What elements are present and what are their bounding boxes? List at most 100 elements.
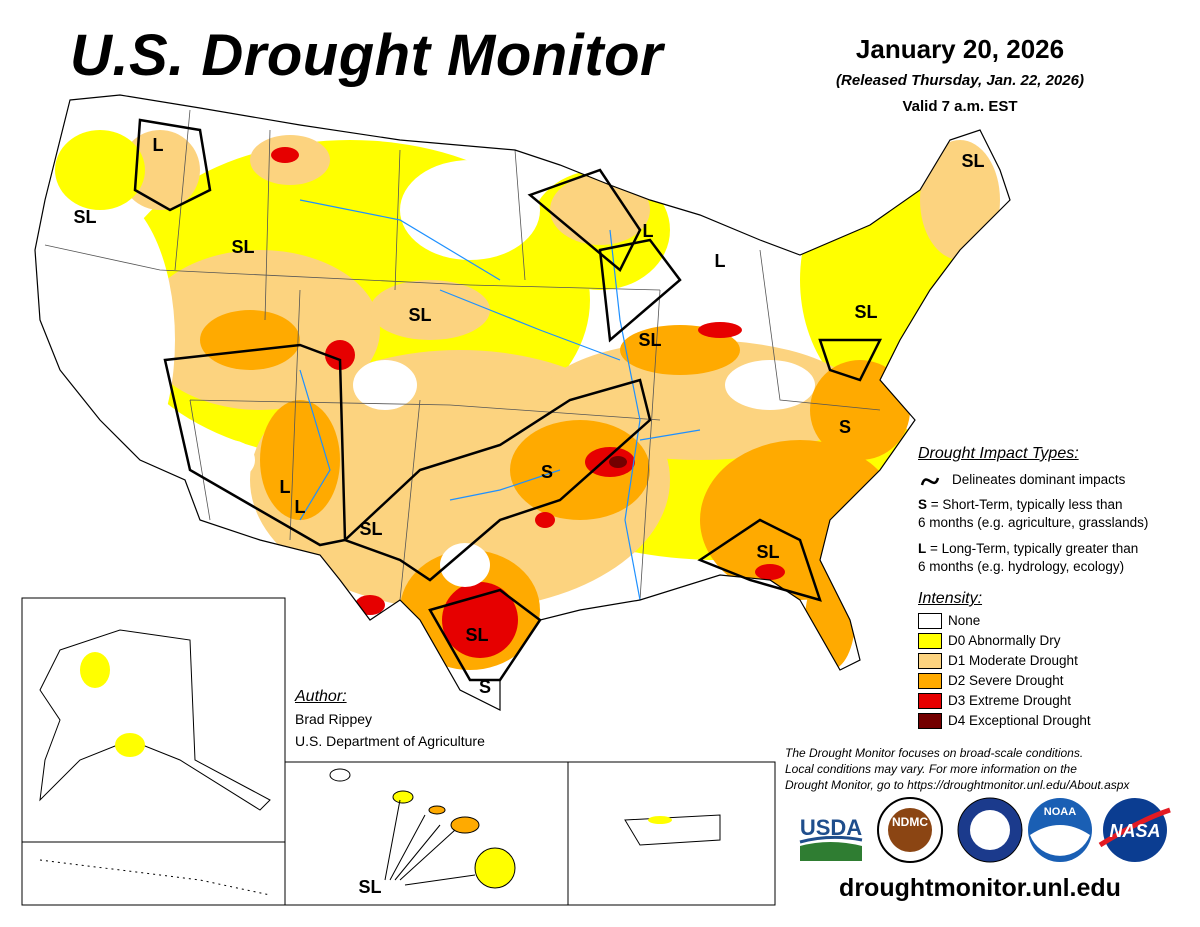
intensity-legend: None D0 Abnormally Dry D1 Moderate Drought…	[918, 612, 1168, 737]
area	[805, 570, 855, 670]
impact-types-title: Drought Impact Types:	[918, 445, 1079, 462]
logo-text: NASA	[1109, 821, 1160, 841]
line: Drought Monitor, go to https://droughtmo…	[785, 778, 1130, 792]
legend-item: D4 Exceptional Drought	[918, 712, 1168, 730]
swatch	[918, 633, 942, 649]
key: S	[918, 497, 928, 512]
area	[698, 322, 742, 338]
legend-item: D3 Extreme Drought	[918, 692, 1168, 710]
area	[920, 140, 1000, 260]
swatch	[918, 693, 942, 709]
short-term: S = Short-Term, typically less than 6 mo…	[918, 496, 1148, 532]
legend-item: None	[918, 612, 1168, 630]
map-label: SL	[358, 877, 381, 897]
long-term: L = Long-Term, typically greater than 6 …	[918, 540, 1138, 576]
area	[440, 543, 490, 587]
legend-item: D2 Severe Drought	[918, 672, 1168, 690]
alaska	[39, 629, 271, 811]
swatch	[918, 673, 942, 689]
text: 6 months (e.g. agriculture, grasslands)	[918, 515, 1149, 530]
area	[355, 595, 385, 615]
map-label: SL	[854, 302, 877, 322]
map-label: SL	[961, 151, 984, 171]
map-label: SL	[359, 519, 382, 539]
area	[260, 400, 340, 520]
area	[353, 360, 417, 410]
rivers	[299, 199, 701, 601]
url: droughtmonitor.unl.edu	[839, 874, 1121, 902]
area	[55, 130, 145, 210]
area	[550, 175, 650, 245]
hawaii	[329, 768, 516, 889]
text: = Long-Term, typically greater than	[930, 541, 1139, 556]
area	[620, 325, 740, 375]
area	[400, 160, 540, 260]
area	[510, 420, 650, 520]
legend-label: None	[948, 613, 981, 628]
map-label: L	[295, 497, 306, 517]
legend-label: D4 Exceptional Drought	[948, 713, 1091, 728]
area	[648, 816, 672, 824]
area	[725, 360, 815, 410]
aleutians	[39, 859, 271, 896]
released: (Released Thursday, Jan. 22, 2026)	[836, 72, 1084, 89]
area	[200, 310, 300, 370]
map-label: SL	[231, 237, 254, 257]
author-org: U.S. Department of Agriculture	[295, 733, 485, 749]
legend-item: D1 Moderate Drought	[918, 652, 1168, 670]
map-label: L	[715, 251, 726, 271]
key: L	[918, 541, 927, 556]
area	[205, 440, 255, 480]
area	[370, 280, 490, 340]
line: Local conditions may vary. For more info…	[785, 762, 1077, 776]
legend-item: D0 Abnormally Dry	[918, 632, 1168, 650]
area	[115, 733, 145, 757]
puerto-rico	[624, 814, 721, 846]
inset-frames	[21, 597, 776, 906]
area	[535, 512, 555, 528]
area	[755, 564, 785, 580]
area	[810, 360, 910, 460]
area	[271, 147, 299, 163]
delineates: Delineates dominant impacts	[952, 472, 1126, 487]
map-label: S	[541, 462, 553, 482]
impact-line-icon	[920, 477, 940, 486]
map-labels: L SL SL SL L L SL SL SL S S L L SL SL S …	[73, 135, 984, 897]
map-label: SL	[408, 305, 431, 325]
title: U.S. Drought Monitor	[70, 23, 664, 88]
intensity-title: Intensity:	[918, 590, 983, 607]
map-label: S	[839, 417, 851, 437]
map-label: L	[153, 135, 164, 155]
author-heading: Author:	[295, 688, 347, 705]
area	[325, 340, 355, 370]
swatch	[918, 713, 942, 729]
line: The Drought Monitor focuses on broad-sca…	[785, 746, 1084, 760]
map-label: SL	[638, 330, 661, 350]
legend-label: D0 Abnormally Dry	[948, 633, 1061, 648]
author-name: Brad Rippey	[295, 711, 373, 727]
legend-label: D3 Extreme Drought	[948, 693, 1072, 708]
impact-lines	[133, 118, 883, 682]
disclaimer: The Drought Monitor focuses on broad-sca…	[785, 745, 1129, 793]
map-label: L	[643, 221, 654, 241]
map-label: SL	[73, 207, 96, 227]
area	[609, 456, 627, 468]
logo-text: NDMC	[892, 815, 928, 829]
us-outline	[34, 94, 1011, 711]
area	[80, 652, 110, 688]
map-label: S	[479, 677, 491, 697]
logos: USDA NDMC NOAA NASA	[798, 797, 1171, 863]
swatch	[918, 613, 942, 629]
legend-label: D2 Severe Drought	[948, 673, 1064, 688]
map-label: SL	[465, 625, 488, 645]
logo-text: NOAA	[1044, 806, 1076, 818]
text: 6 months (e.g. hydrology, ecology)	[918, 559, 1125, 574]
logo-text: USDA	[800, 815, 862, 840]
map-label: L	[280, 477, 291, 497]
map-label: SL	[756, 542, 779, 562]
text: = Short-Term, typically less than	[930, 497, 1123, 512]
area	[120, 130, 200, 210]
valid: Valid 7 a.m. EST	[902, 98, 1018, 115]
